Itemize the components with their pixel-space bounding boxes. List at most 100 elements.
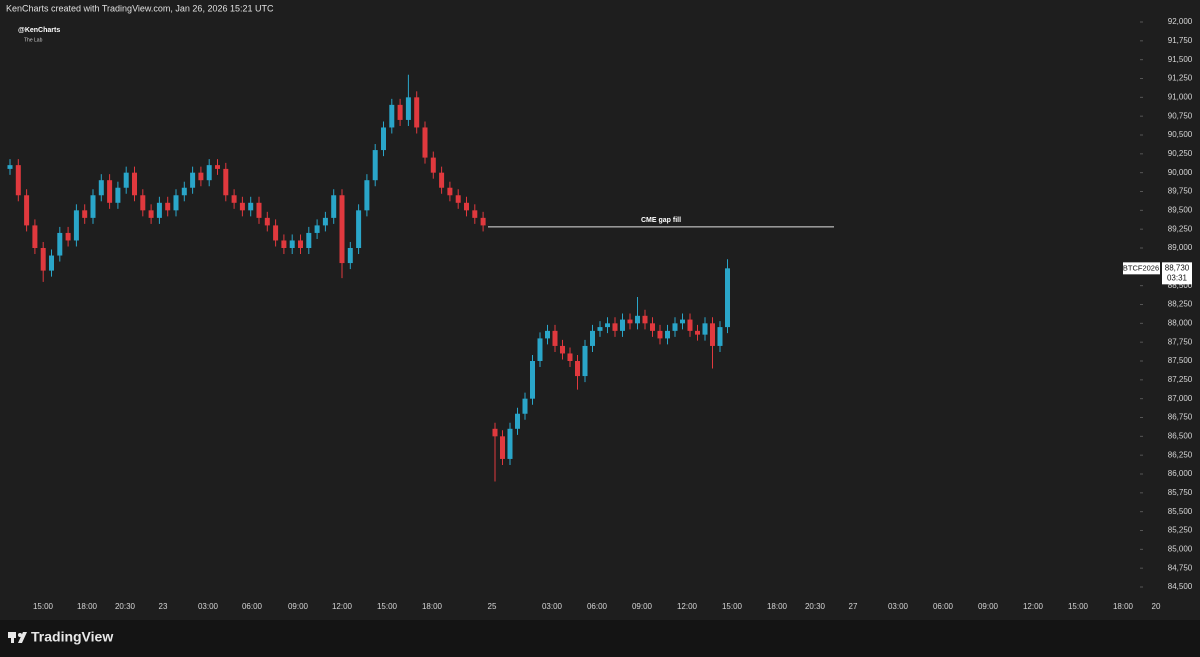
candle-body (389, 104, 395, 128)
x-tick-label: 09:00 (978, 602, 999, 611)
candle-body (687, 319, 693, 331)
x-tick-label: 12:00 (332, 602, 353, 611)
candle-body (298, 240, 303, 248)
candle-body (575, 361, 580, 377)
candle-body (620, 319, 625, 331)
x-tick-label: 15:00 (33, 602, 54, 611)
x-tick-label: 25 (488, 602, 497, 611)
candle-body (507, 428, 513, 459)
footer-band (0, 620, 1200, 657)
candle-body (347, 248, 353, 264)
candle-body (140, 195, 146, 211)
x-tick-label: 15:00 (722, 602, 743, 611)
y-tick-label: 89,000 (1168, 243, 1193, 252)
candle-body (107, 180, 113, 203)
candle-body (545, 330, 550, 339)
candle-body (381, 127, 386, 151)
watermark-sub: The Lab (24, 37, 43, 43)
y-tick-label: 89,500 (1168, 205, 1193, 214)
y-tick-label: 86,000 (1168, 469, 1193, 478)
candle-body (364, 180, 370, 211)
countdown: 03:31 (1167, 273, 1188, 282)
candle-body (264, 217, 270, 226)
candle-body (657, 330, 663, 339)
candle-body (590, 330, 595, 346)
candle-body (464, 202, 469, 211)
x-tick-label: 09:00 (632, 602, 653, 611)
x-tick-label: 18:00 (77, 602, 98, 611)
y-tick-label: 86,750 (1168, 413, 1193, 422)
y-tick-label: 88,500 (1168, 281, 1193, 290)
y-tick-label: 85,750 (1168, 488, 1193, 497)
candle-body (605, 323, 610, 328)
x-tick-label: 06:00 (242, 602, 263, 611)
y-tick-label: 84,500 (1168, 582, 1193, 591)
candle-body (560, 345, 565, 354)
candle-body (339, 195, 345, 264)
candle-body (198, 172, 204, 181)
x-tick-label: 15:00 (377, 602, 398, 611)
y-tick-label: 87,000 (1168, 394, 1193, 403)
candle-body (680, 319, 685, 324)
candle-body (552, 330, 558, 346)
candle-body (306, 232, 312, 248)
candle-body (665, 330, 670, 339)
candle-body (49, 255, 54, 271)
candle-body (702, 323, 708, 335)
candle-body (500, 436, 505, 459)
candle-body (24, 195, 30, 226)
price-box (1162, 262, 1192, 285)
x-tick-label: 03:00 (542, 602, 563, 611)
x-tick-label: 03:00 (888, 602, 909, 611)
y-tick-label: 91,500 (1168, 55, 1193, 64)
candle-body (372, 150, 378, 181)
candle-body (123, 172, 129, 188)
last-price: 88,730 (1165, 263, 1190, 272)
candle-body (480, 217, 486, 226)
candle-body (405, 97, 411, 120)
candle-body (173, 195, 179, 211)
x-tick-label: 03:00 (198, 602, 219, 611)
candle-body (281, 240, 287, 248)
candle-body (322, 217, 328, 226)
candle-body (695, 330, 700, 335)
candle-body (273, 225, 279, 241)
candle-body (57, 232, 63, 256)
x-tick-label: 09:00 (288, 602, 309, 611)
candle-body (627, 319, 633, 324)
candle-body (356, 210, 362, 248)
candle-body (414, 97, 420, 128)
candle-body (331, 195, 337, 218)
brand-logo (8, 632, 27, 643)
candle-body (642, 315, 648, 324)
candle-body (231, 195, 237, 203)
y-tick-label: 87,500 (1168, 356, 1193, 365)
x-tick-label: 23 (159, 602, 168, 611)
candle-body (73, 210, 79, 241)
x-tick-label: 06:00 (587, 602, 608, 611)
x-tick-label: 20:30 (805, 602, 826, 611)
y-tick-label: 89,750 (1168, 187, 1193, 196)
candle-body (289, 240, 295, 248)
candle-body (248, 202, 254, 211)
candle-body (439, 172, 445, 188)
candle-body (612, 323, 618, 331)
candle-body (15, 165, 21, 196)
y-tick-label: 90,500 (1168, 130, 1193, 139)
x-tick-label: 12:00 (1023, 602, 1044, 611)
candle-body (537, 338, 543, 361)
y-tick-label: 86,250 (1168, 450, 1193, 459)
candle-body (181, 187, 187, 196)
x-tick-label: 18:00 (422, 602, 443, 611)
symbol-box (1123, 262, 1160, 275)
y-tick-label: 91,750 (1168, 36, 1193, 45)
candle-body (397, 104, 403, 120)
candle-body (148, 210, 154, 218)
candle-body (430, 157, 436, 173)
candle-body (515, 413, 520, 429)
y-tick-label: 86,500 (1168, 431, 1193, 440)
candle-body (156, 202, 162, 218)
y-tick-label: 85,500 (1168, 507, 1193, 516)
candle-body (98, 180, 104, 196)
x-tick-label: 18:00 (767, 602, 788, 611)
